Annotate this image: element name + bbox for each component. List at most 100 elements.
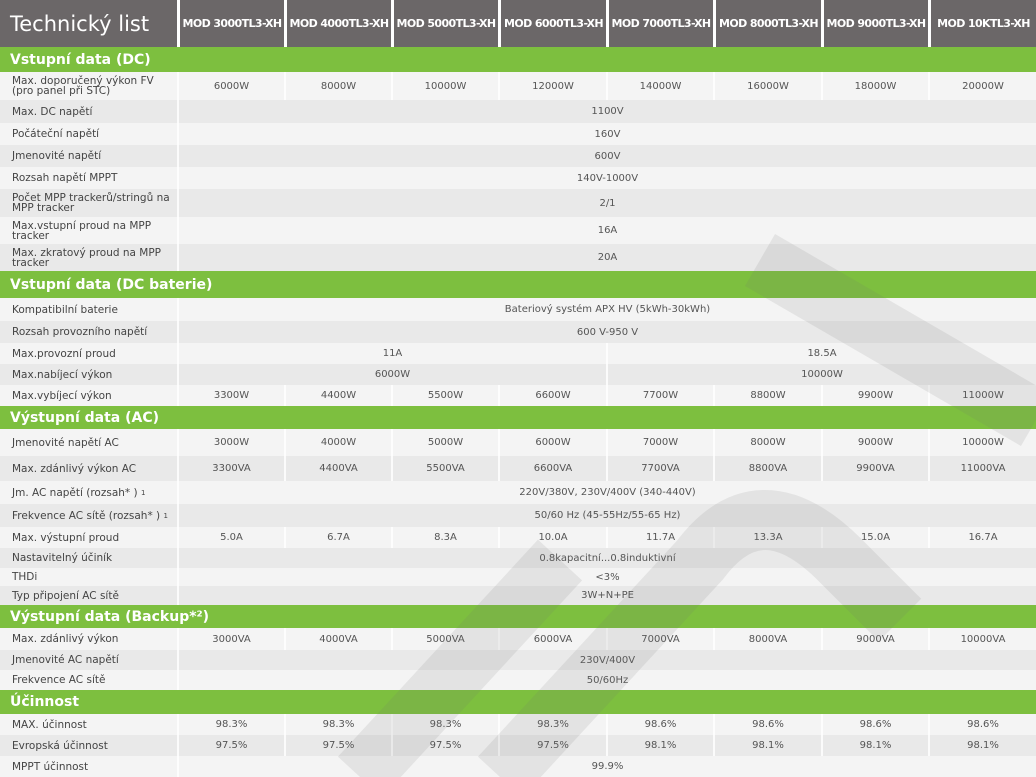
value-cell: 12000W <box>498 72 606 100</box>
value-cell: 3000VA <box>177 628 284 650</box>
row-label-text: Max. doporučený výkon FV (pro panel při … <box>12 75 154 97</box>
table-row: Max.nabíjecí výkon 6000W 10000W <box>0 364 1036 385</box>
value-cell: 18000W <box>821 72 928 100</box>
row-label-text: Nastavitelný účiník <box>12 552 113 564</box>
value-cell: 9900VA <box>821 456 928 481</box>
value-cell: 8000VA <box>713 628 821 650</box>
value-cell: 50/60Hz <box>177 670 1036 690</box>
value-cell: 4400VA <box>284 456 391 481</box>
value-cell: 15.0A <box>821 527 928 548</box>
value-cell: 14000W <box>606 72 713 100</box>
section-header: Výstupní data (AC) <box>0 406 1036 429</box>
value-cell: 10.0A <box>498 527 606 548</box>
row-label-text: Evropská účinnost <box>12 739 108 752</box>
row-label: Max.provozní proud <box>0 343 177 364</box>
value-cell: 50/60 Hz (45-55Hz/55-65 Hz) <box>177 504 1036 527</box>
table-row: Kompatibilní baterie Bateriový systém APX… <box>0 298 1036 321</box>
row-label: Frekvence AC sítě <box>0 670 177 690</box>
row-label-text: MPPT účinnost <box>12 760 89 773</box>
value-cell: <3% <box>177 568 1036 586</box>
value-cell: 6000W <box>177 364 606 385</box>
row-label-text: Frekvence AC sítě <box>12 674 106 686</box>
table-row: Rozsah napětí MPPT 140V-1000V <box>0 167 1036 189</box>
row-label: Max.vstupní proud na MPP tracker <box>0 217 177 244</box>
row-label: Počáteční napětí <box>0 123 177 145</box>
table-row: Počáteční napětí 160V <box>0 123 1036 145</box>
table-row: Jmenovité napětí 600V <box>0 145 1036 167</box>
row-label: Rozsah provozního napětí <box>0 321 177 343</box>
value-cell: 98.3% <box>498 714 606 735</box>
row-label-text: Max. DC napětí <box>12 105 93 118</box>
table-row: Max. DC napětí 1100V <box>0 100 1036 123</box>
page-title: Technický list <box>0 0 177 47</box>
value-cell: Bateriový systém APX HV (5kWh-30kWh) <box>177 298 1036 321</box>
table-row: Max.provozní proud 11A 18.5A <box>0 343 1036 364</box>
row-label: Evropská účinnost <box>0 735 177 756</box>
value-cell: 11000W <box>928 385 1036 406</box>
row-label-text: Počet MPP trackerů/stringů na MPP tracke… <box>12 192 170 214</box>
value-cell: 7700VA <box>606 456 713 481</box>
row-label-text: Jmenovité napětí <box>12 150 102 162</box>
table-row: Max. zdánlivý výkon AC 3300VA 4400VA 5500VA… <box>0 456 1036 481</box>
model-header: MOD 10KTL3-XH <box>928 0 1036 47</box>
table-row: Typ připojení AC sítě 3W+N+PE <box>0 586 1036 605</box>
table-row: Max. zdánlivý výkon 3000VA 4000VA 5000VA 600… <box>0 628 1036 650</box>
value-cell: 97.5% <box>177 735 284 756</box>
row-label-text: Jm. AC napětí (rozsah* ) <box>12 486 138 499</box>
row-label-text: Jmenovité napětí AC <box>12 436 119 449</box>
value-cell: 16000W <box>713 72 821 100</box>
table-row: Počet MPP trackerů/stringů na MPP tracke… <box>0 189 1036 217</box>
row-label-text: Max.nabíjecí výkon <box>12 368 113 381</box>
value-cell: 98.3% <box>177 714 284 735</box>
value-cell: 9000VA <box>821 628 928 650</box>
value-cell: 4400W <box>284 385 391 406</box>
row-label: Typ připojení AC sítě <box>0 586 177 605</box>
value-cell: 13.3A <box>713 527 821 548</box>
value-cell: 3W+N+PE <box>177 586 1036 605</box>
row-label: Počet MPP trackerů/stringů na MPP tracke… <box>0 189 177 217</box>
value-cell: 9000W <box>821 429 928 456</box>
row-label: Max. výstupní proud <box>0 527 177 548</box>
table-row: THDi <3% <box>0 568 1036 586</box>
value-cell: 6000VA <box>498 628 606 650</box>
table-row: Max.vybíjecí výkon 3300W 4400W 5500W 6600W 77… <box>0 385 1036 406</box>
row-label: Max. zdánlivý výkon AC <box>0 456 177 481</box>
row-label-text: Frekvence AC sítě (rozsah* ) <box>12 509 161 522</box>
row-label-text: Max. výstupní proud <box>12 531 120 544</box>
value-cell: 6.7A <box>284 527 391 548</box>
value-cell: 4000W <box>284 429 391 456</box>
row-label: THDi <box>0 568 177 586</box>
model-header: MOD 3000TL3-XH <box>177 0 284 47</box>
value-cell: 10000W <box>606 364 1036 385</box>
table-row: MPPT účinnost 99.9% <box>0 756 1036 777</box>
value-cell: 5500VA <box>391 456 498 481</box>
value-cell: 10000W <box>928 429 1036 456</box>
row-label: Jmenovité napětí AC <box>0 429 177 456</box>
value-cell: 1100V <box>177 100 1036 123</box>
value-cell: 3300VA <box>177 456 284 481</box>
value-cell: 16A <box>177 217 1036 244</box>
row-label-text: Počáteční napětí <box>12 128 100 140</box>
row-label: Rozsah napětí MPPT <box>0 167 177 189</box>
row-label: Max. doporučený výkon FV (pro panel při … <box>0 72 177 100</box>
value-cell: 5000VA <box>391 628 498 650</box>
row-label-text: Max.vybíjecí výkon <box>12 389 112 402</box>
value-cell: 5.0A <box>177 527 284 548</box>
row-label: MPPT účinnost <box>0 756 177 777</box>
value-cell: 220V/380V, 230V/400V (340-440V) <box>177 481 1036 504</box>
table-row: Frekvence AC sítě 50/60Hz <box>0 670 1036 690</box>
value-cell: 10000VA <box>928 628 1036 650</box>
section-header: Účinnost <box>0 690 1036 714</box>
row-label: Max.nabíjecí výkon <box>0 364 177 385</box>
row-label: Max. zkratový proud na MPP tracker <box>0 244 177 271</box>
value-cell: 3300W <box>177 385 284 406</box>
row-label-text: Kompatibilní baterie <box>12 303 118 316</box>
value-cell: 11.7A <box>606 527 713 548</box>
row-label: Kompatibilní baterie <box>0 298 177 321</box>
value-cell: 4000VA <box>284 628 391 650</box>
value-cell: 98.3% <box>284 714 391 735</box>
table-row: Max. zkratový proud na MPP tracker 20A <box>0 244 1036 271</box>
value-cell: 10000W <box>391 72 498 100</box>
row-label-text: Jmenovité AC napětí <box>12 654 119 666</box>
